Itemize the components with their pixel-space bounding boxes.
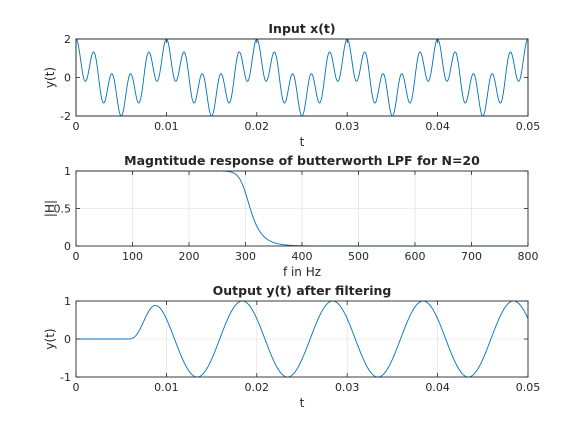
y-tick-label: 0 xyxy=(64,72,71,85)
x-tick-label: 100 xyxy=(122,250,143,263)
x-tick-label: 0.03 xyxy=(335,381,360,394)
y-axis-label: y(t) xyxy=(43,67,57,88)
x-tick-label: 0 xyxy=(73,250,80,263)
y-tick-label: 0 xyxy=(64,333,71,346)
x-tick-label: 0.01 xyxy=(154,120,179,133)
y-tick-label: -2 xyxy=(60,110,71,123)
y-tick-label: 0 xyxy=(64,240,71,253)
y-tick-label: 1 xyxy=(64,165,71,178)
x-tick-label: 600 xyxy=(405,250,426,263)
x-tick-label: 500 xyxy=(348,250,369,263)
x-tick-label: 0.03 xyxy=(335,120,360,133)
x-tick-label: 300 xyxy=(235,250,256,263)
x-tick-label: 0 xyxy=(73,381,80,394)
chart-title: Output y(t) after filtering xyxy=(213,283,392,298)
chart-title: Magntitude response of butterworth LPF f… xyxy=(124,153,480,168)
x-tick-label: 0.04 xyxy=(425,381,450,394)
x-tick-label: 700 xyxy=(461,250,482,263)
y-tick-label: 1 xyxy=(64,295,71,308)
x-axis-label: t xyxy=(300,135,305,149)
x-tick-label: 0.05 xyxy=(516,381,541,394)
y-axis-label: y(t) xyxy=(43,328,57,349)
y-tick-label: 2 xyxy=(64,33,71,46)
x-tick-label: 0.04 xyxy=(425,120,450,133)
plot-area xyxy=(75,38,529,117)
x-tick-label: 200 xyxy=(179,250,200,263)
x-tick-label: 0.01 xyxy=(154,381,179,394)
x-axis-label: t xyxy=(300,396,305,410)
x-axis-label: f in Hz xyxy=(283,265,321,279)
x-tick-label: 800 xyxy=(518,250,539,263)
subplot-2: 0 100 200 300 400 500 600 700 800 0 0.5 1 Magntitude… xyxy=(43,153,539,279)
y-axis-label: |H| xyxy=(43,200,57,217)
x-tick-label: 400 xyxy=(292,250,313,263)
y-tick-label: 0.5 xyxy=(54,203,72,216)
series-line xyxy=(76,300,529,378)
x-tick-label: 0.02 xyxy=(245,120,270,133)
x-tick-label: 0.05 xyxy=(516,120,541,133)
x-tick-label: 0 xyxy=(73,120,80,133)
chart-title: Input x(t) xyxy=(268,21,335,36)
x-tick-label: 0.02 xyxy=(245,381,270,394)
y-tick-label: -1 xyxy=(60,371,71,384)
